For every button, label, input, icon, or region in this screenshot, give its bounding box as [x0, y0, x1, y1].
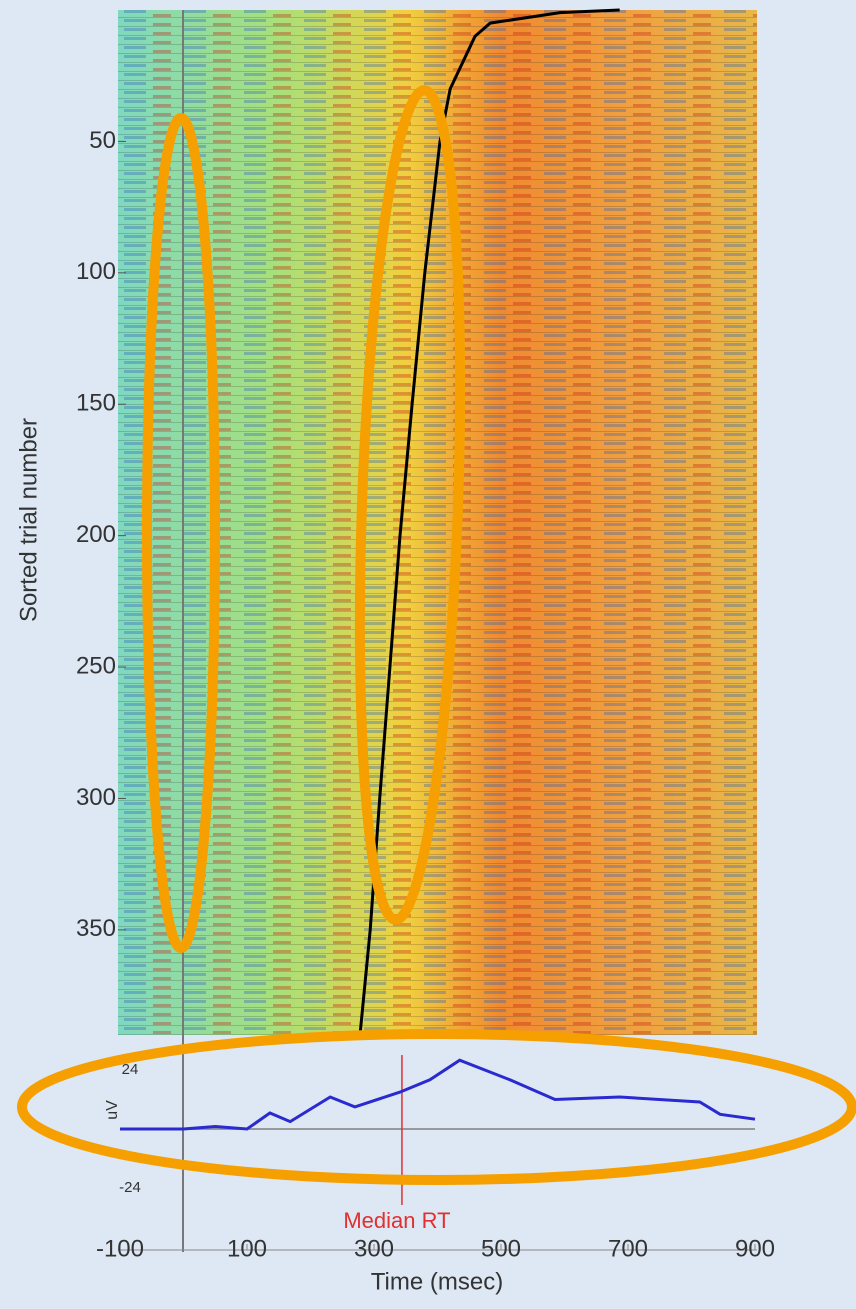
- y-tick-label: -24: [119, 1179, 141, 1196]
- erp-line: [120, 1058, 756, 1131]
- y-tick-label: 150: [76, 390, 116, 417]
- x-tick-label: 300: [354, 1235, 394, 1262]
- median-rt-label: Median RT: [343, 1208, 450, 1233]
- highlight-ellipse: [17, 1029, 856, 1185]
- highlight-ellipse: [354, 85, 466, 925]
- x-axis-label: Time (msec): [371, 1268, 503, 1295]
- x-tick-label: 900: [735, 1235, 775, 1262]
- y-tick-label: 24: [122, 1061, 139, 1078]
- y-axis-label: Sorted trial number: [15, 418, 42, 622]
- x-tick-label: 700: [608, 1235, 648, 1262]
- heatmap-texture: [118, 10, 757, 1035]
- rt-curve: [358, 8, 620, 1036]
- y-tick-label: 350: [76, 915, 116, 942]
- x-tick-label: 500: [481, 1235, 521, 1262]
- highlight-ellipse: [142, 113, 220, 953]
- y-tick-label: 300: [76, 784, 116, 811]
- y-tick-label: 200: [76, 521, 116, 548]
- x-tick-label: 100: [227, 1235, 267, 1262]
- y-tick-label: 100: [76, 258, 116, 285]
- y-tick-label: 250: [76, 652, 116, 679]
- erp-y-axis-label: uV: [104, 1100, 121, 1120]
- y-tick-label: 50: [89, 127, 116, 154]
- x-tick-label: -100: [96, 1235, 144, 1262]
